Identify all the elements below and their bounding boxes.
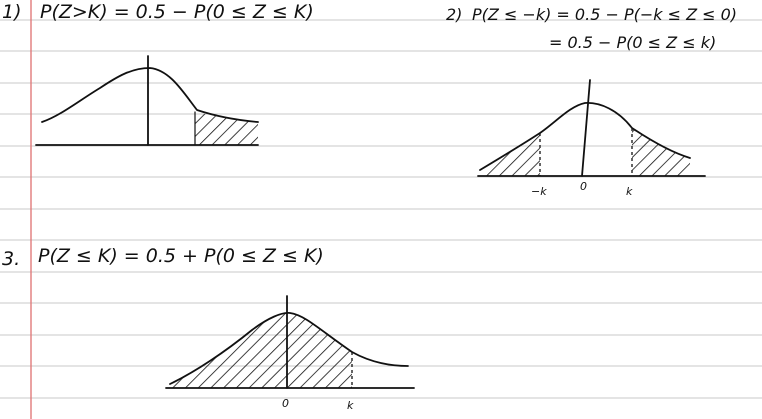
graph2-tick-neg-k: −k [531,185,547,198]
eq3-text: P(Z ≤ K) = 0.5 + P(0 ≤ Z ≤ K) [38,245,324,267]
ruled-lines [0,19,762,399]
graph3-lower-region: 0 k [165,295,415,412]
eq2-number: 2) [446,5,462,24]
graph3-curve [169,312,409,385]
eq1-text: P(Z>K) = 0.5 − P(0 ≤ Z ≤ K) [40,1,314,23]
graph3-shaded-region [170,312,352,388]
eq1-number: 1) [2,1,22,23]
eq2-line1: P(Z ≤ −k) = 0.5 − P(−k ≤ Z ≤ 0) [472,5,737,24]
graph1-shaded-region [195,112,258,145]
graph2-two-tails: −k 0 k [477,79,706,198]
graph3-tick-zero: 0 [282,397,289,410]
eq2-line2: = 0.5 − P(0 ≤ Z ≤ k) [549,33,716,52]
graph2-curve [479,102,691,171]
graph1-curve [41,67,259,123]
graph1-upper-tail [35,55,259,146]
graph2-tick-zero: 0 [580,180,587,193]
graph2-center-line [581,79,591,177]
eq3-number: 3. [2,248,20,270]
graph3-tick-k: k [347,399,354,412]
graph2-tick-k: k [626,185,633,198]
